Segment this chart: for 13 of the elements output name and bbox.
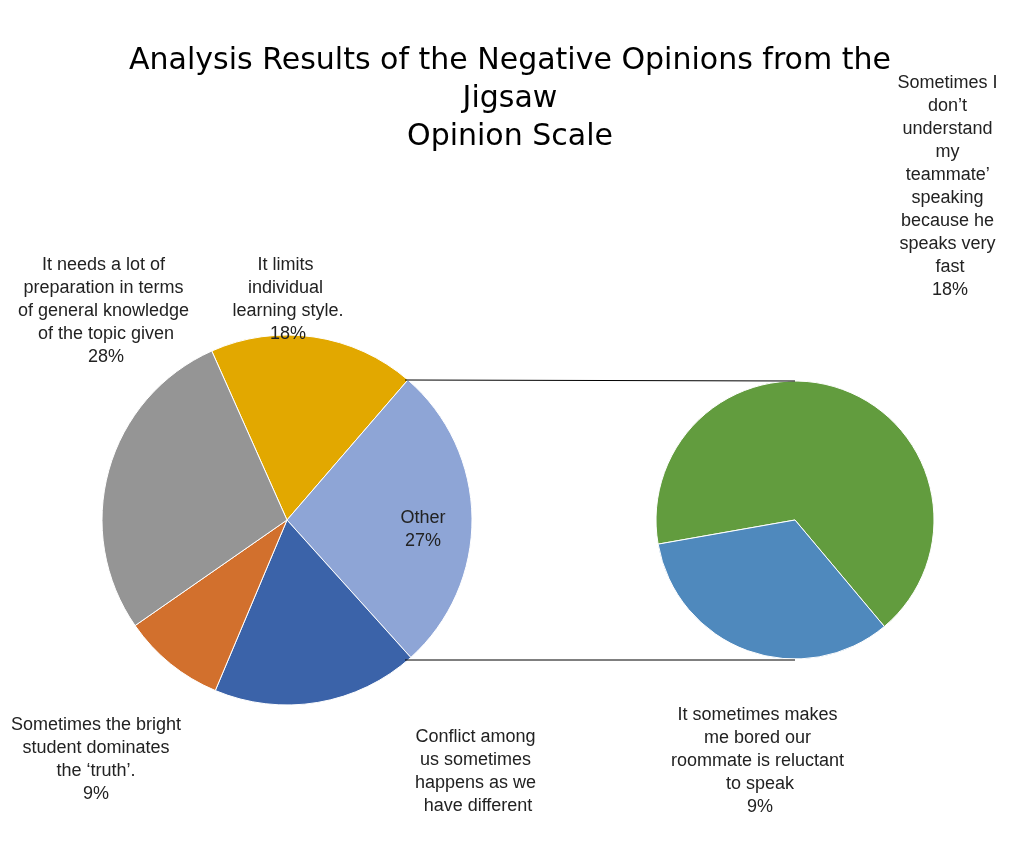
- slice-label: Sometimes the bright student dominates the ‘truth’.: [10, 713, 182, 780]
- slice-label: It sometimes makes me bored our roommate is reluctant to speak: [670, 704, 850, 793]
- slice-label: It needs a lot of preparation in terms of general knowledge of the topic given: [17, 254, 195, 343]
- slice-label: Other: [400, 506, 446, 527]
- data-label: 28%: [87, 346, 125, 366]
- data-label: 27%: [404, 529, 442, 550]
- data-label: 9%: [82, 782, 110, 803]
- chart-title: Analysis Results of the Negative Opinions from the Jigsaw Opinion Scale: [129, 41, 891, 152]
- data-label: 18%: [931, 278, 969, 299]
- slice-label: It limits individual learning style.: [232, 253, 344, 320]
- data-label: 9%: [746, 796, 774, 816]
- category-label: Sometimes I don’t understand my teammate’ speaking because he speaks very fast: [897, 71, 998, 276]
- slice-label: Conflict among us sometimes happens as we have different: [414, 725, 542, 815]
